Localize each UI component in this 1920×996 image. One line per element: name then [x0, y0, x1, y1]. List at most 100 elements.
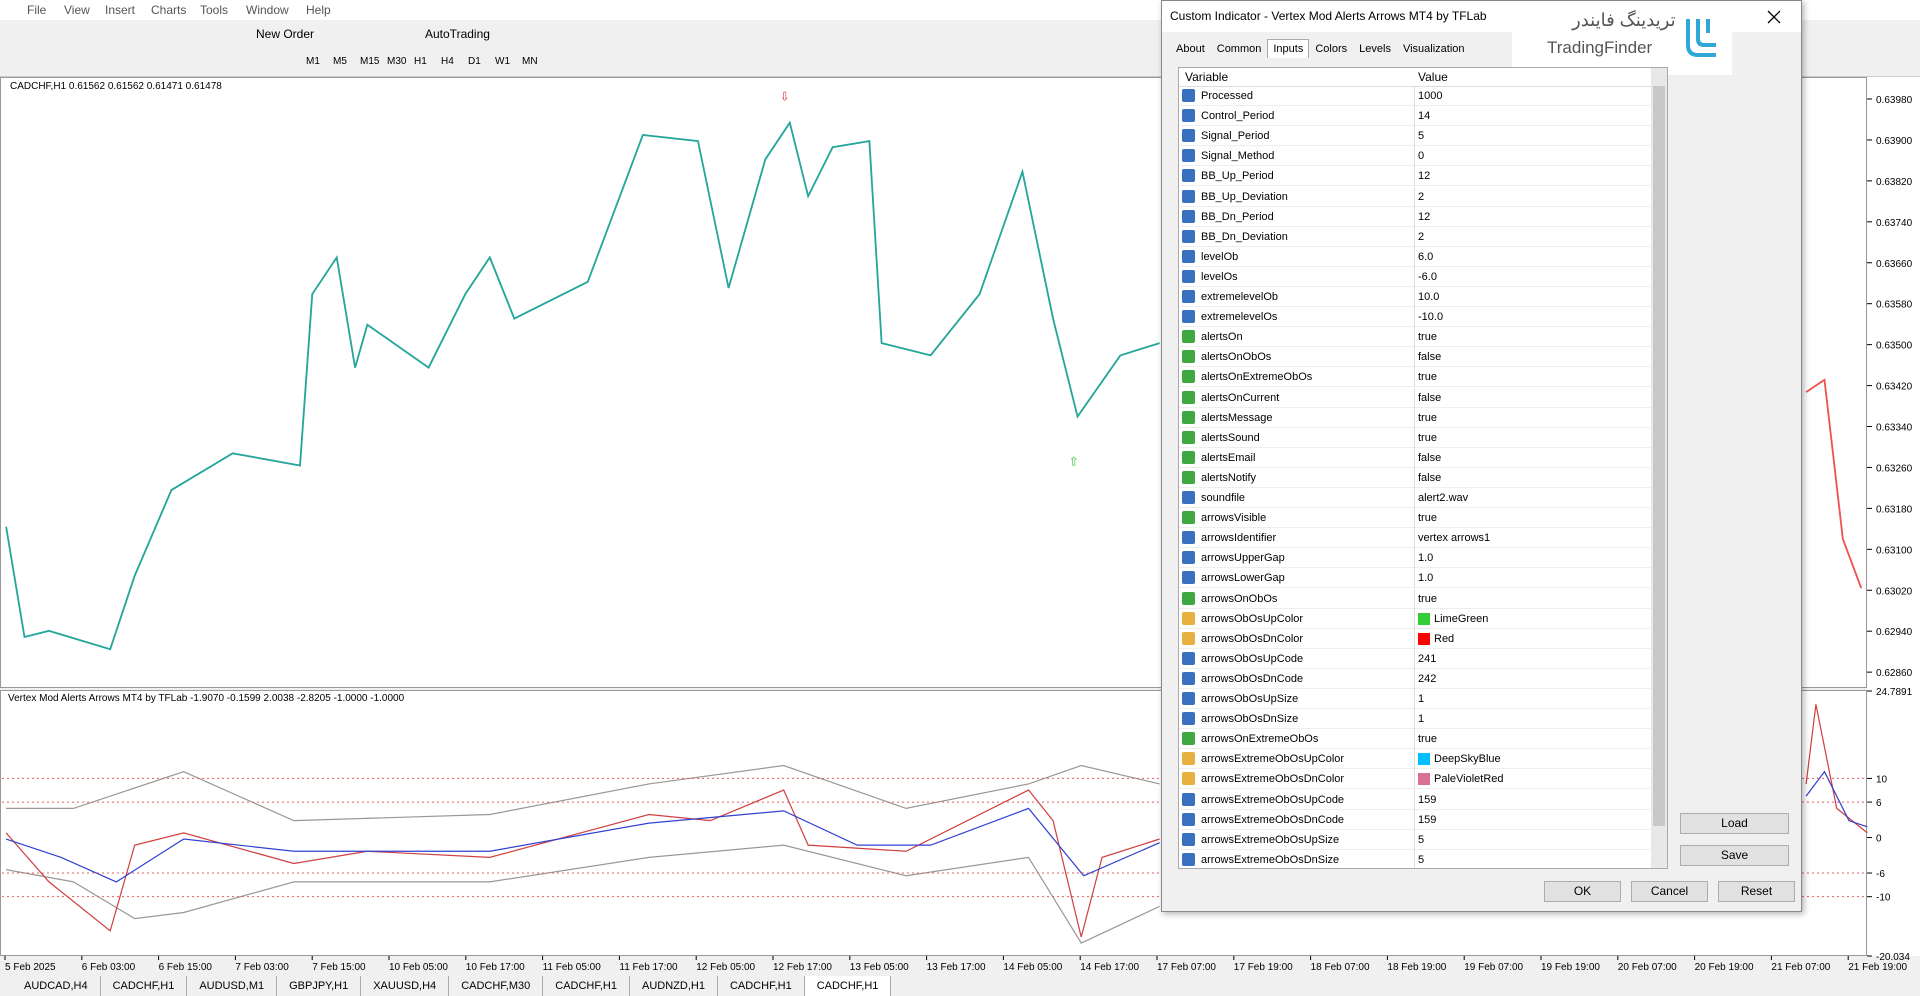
timeframe-button[interactable]: M15: [360, 56, 380, 67]
menu-item[interactable]: View: [64, 3, 90, 17]
chart-tab[interactable]: AUDUSD,M1: [187, 976, 278, 996]
table-row[interactable]: [1179, 106, 1651, 127]
table-row[interactable]: [1179, 508, 1651, 529]
dialog-tab[interactable]: Inputs: [1267, 39, 1310, 58]
table-row[interactable]: [1179, 307, 1651, 328]
table-row[interactable]: [1179, 689, 1651, 710]
table-row[interactable]: [1179, 327, 1651, 348]
dialog-tab[interactable]: About: [1176, 43, 1205, 55]
save-button[interactable]: Save: [1680, 845, 1789, 866]
chart-tab[interactable]: AUDCAD,H4: [12, 976, 101, 996]
price-label: 0.63500: [1876, 341, 1913, 352]
chart-tabs: AUDCAD,H4 CADCHF,H1 AUDUSD,M1 GBPJPY,H1 XAUU…: [0, 976, 1920, 996]
load-button[interactable]: Load: [1680, 813, 1789, 834]
table-row[interactable]: [1179, 448, 1651, 468]
table-row[interactable]: [1179, 287, 1651, 308]
menu-item[interactable]: Help: [306, 3, 331, 17]
timeframe-button[interactable]: M5: [333, 56, 347, 67]
ok-button[interactable]: OK: [1544, 881, 1621, 902]
type-icon: [1182, 832, 1195, 846]
table-row[interactable]: [1179, 790, 1651, 810]
table-row[interactable]: [1179, 408, 1651, 428]
table-row[interactable]: [1179, 227, 1651, 247]
timeframe-button[interactable]: MN: [522, 56, 538, 67]
timeframe-button[interactable]: H1: [414, 56, 427, 67]
table-row[interactable]: [1179, 749, 1651, 770]
chart-tab[interactable]: CADCHF,M30: [449, 976, 544, 996]
variable-name: arrowsOnExtremeObOs: [1201, 733, 1319, 746]
table-row[interactable]: [1179, 649, 1651, 669]
table-row[interactable]: [1179, 247, 1651, 267]
dialog-tab[interactable]: Common: [1216, 43, 1262, 55]
timeframe-button[interactable]: D1: [468, 56, 481, 67]
indicator-label: -20.034: [1876, 952, 1910, 963]
chart-tab[interactable]: CADCHF,H1: [804, 976, 892, 996]
table-row[interactable]: [1179, 207, 1651, 227]
table-row[interactable]: [1179, 126, 1651, 147]
timeframe-button[interactable]: M30: [387, 56, 407, 67]
table-row[interactable]: [1179, 729, 1651, 750]
variable-value: 2: [1418, 230, 1425, 243]
cell-divider: [1414, 387, 1415, 408]
table-row[interactable]: [1179, 568, 1651, 589]
table-row[interactable]: [1179, 548, 1651, 569]
type-icon: [1182, 189, 1195, 203]
menu-item[interactable]: File: [27, 3, 47, 17]
chart-tab[interactable]: XAUUSD,H4: [361, 976, 450, 996]
table-row[interactable]: [1179, 146, 1651, 167]
cell-divider: [1414, 347, 1415, 368]
table-row[interactable]: [1179, 187, 1651, 207]
table-row[interactable]: [1179, 166, 1651, 187]
table-row[interactable]: [1179, 528, 1651, 549]
menu-item[interactable]: Charts: [151, 3, 187, 17]
table-header: [1179, 68, 1651, 87]
cell-divider: [1414, 407, 1415, 428]
reset-button[interactable]: Reset: [1718, 881, 1795, 902]
menu-item[interactable]: Window: [246, 3, 289, 17]
dialog-tab[interactable]: Levels: [1359, 43, 1391, 55]
chart-tab[interactable]: GBPJPY,H1: [277, 976, 362, 996]
timeframe-button[interactable]: M1: [306, 56, 320, 67]
time-label: 12 Feb 05:00: [696, 962, 755, 973]
menu-item[interactable]: Tools: [200, 3, 229, 17]
time-label: 17 Feb 07:00: [1157, 962, 1216, 973]
autotrading-button[interactable]: AutoTrading: [425, 27, 490, 41]
cell-divider: [1414, 829, 1415, 850]
new-order-button[interactable]: New Order: [256, 27, 315, 41]
table-row[interactable]: [1179, 629, 1651, 649]
table-row[interactable]: [1179, 428, 1651, 448]
timeframe-button[interactable]: H4: [441, 56, 454, 67]
table-row[interactable]: [1179, 810, 1651, 830]
timeframe-button[interactable]: W1: [495, 56, 510, 67]
chart-tab[interactable]: AUDNZD,H1: [630, 976, 718, 996]
table-row[interactable]: [1179, 769, 1651, 790]
table-row[interactable]: [1179, 267, 1651, 287]
chart-tab[interactable]: CADCHF,H1: [543, 976, 630, 996]
scroll-thumb[interactable]: [1653, 86, 1665, 826]
cell-divider: [1414, 769, 1415, 790]
table-row[interactable]: [1179, 86, 1651, 107]
table-row[interactable]: [1179, 669, 1651, 689]
table-row[interactable]: [1179, 609, 1651, 629]
dialog-tab[interactable]: Colors: [1315, 43, 1348, 55]
chart-tab[interactable]: CADCHF,H1: [101, 976, 188, 996]
table-row[interactable]: [1179, 388, 1651, 408]
time-label: 20 Feb 19:00: [1695, 962, 1754, 973]
table-row[interactable]: [1179, 367, 1651, 388]
band-line: [6, 764, 1160, 822]
band-line: [6, 844, 1160, 944]
price-line: [1805, 378, 1863, 589]
dialog-tab[interactable]: Visualization: [1402, 43, 1465, 55]
close-button[interactable]: [1766, 9, 1782, 25]
menu-item[interactable]: Insert: [105, 3, 136, 17]
chart-tab[interactable]: CADCHF,H1: [718, 976, 805, 996]
table-row[interactable]: [1179, 589, 1651, 609]
cell-divider: [1414, 166, 1415, 187]
table-row[interactable]: [1179, 488, 1651, 509]
table-row[interactable]: [1179, 709, 1651, 730]
table-row[interactable]: [1179, 347, 1651, 368]
variable-value: true: [1418, 331, 1437, 344]
table-row[interactable]: [1179, 830, 1651, 850]
cancel-button[interactable]: Cancel: [1631, 881, 1708, 902]
table-row[interactable]: [1179, 468, 1651, 488]
